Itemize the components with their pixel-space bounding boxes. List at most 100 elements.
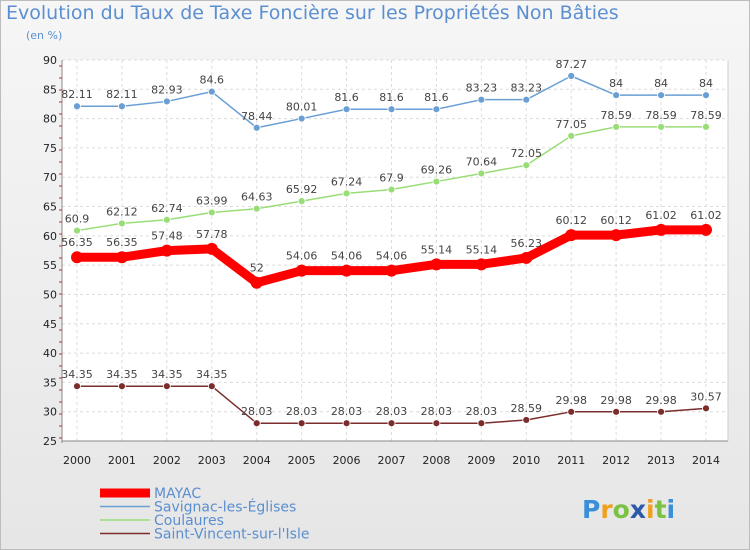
- data-label: 55.14: [466, 243, 498, 256]
- brand-letter: i: [646, 495, 655, 524]
- data-point: [252, 123, 261, 132]
- y-tick-label: 80: [43, 113, 57, 126]
- chart-title: Evolution du Taux de Taxe Foncière sur l…: [6, 2, 619, 24]
- data-point: [432, 177, 441, 186]
- data-label: 60.12: [600, 214, 632, 227]
- data-point: [118, 102, 126, 111]
- data-label: 84: [654, 77, 668, 90]
- data-label: 34.35: [61, 368, 93, 381]
- data-label: 57.48: [151, 230, 183, 243]
- data-point: [252, 419, 261, 428]
- data-point: [207, 382, 216, 391]
- data-point: [655, 223, 668, 236]
- data-point: [295, 264, 308, 277]
- legend-entry: Coulaures: [154, 513, 224, 529]
- data-label: 52: [250, 262, 264, 275]
- y-tick-label: 65: [43, 201, 57, 214]
- data-point: [432, 105, 441, 114]
- data-point: [162, 97, 171, 106]
- y-axis-unit-label: (en %): [26, 29, 63, 42]
- data-label: 56.23: [511, 237, 543, 250]
- x-tick-label: 2002: [153, 454, 181, 467]
- data-point: [162, 382, 171, 391]
- data-label: 55.14: [421, 243, 453, 256]
- data-label: 28.03: [376, 405, 408, 418]
- y-tick-label: 30: [43, 406, 57, 419]
- data-point: [162, 215, 171, 224]
- data-point: [73, 382, 81, 391]
- data-point: [118, 219, 126, 228]
- data-point: [612, 91, 621, 100]
- data-label: 28.03: [466, 405, 498, 418]
- data-point: [477, 169, 486, 178]
- data-label: 54.06: [331, 250, 363, 263]
- x-tick-label: 2010: [512, 454, 540, 467]
- data-label: 54.06: [286, 250, 318, 263]
- data-label: 54.06: [376, 250, 408, 263]
- data-point: [657, 91, 665, 100]
- legend-entry: MAYAC: [154, 486, 201, 502]
- legend-entry: Savignac-les-Églises: [154, 499, 296, 516]
- data-point: [71, 251, 83, 264]
- y-tick-label: 60: [43, 230, 57, 243]
- data-point: [73, 226, 81, 235]
- data-label: 56.35: [106, 236, 138, 249]
- data-label: 61.02: [690, 209, 722, 222]
- data-point: [567, 407, 576, 416]
- data-label: 84: [699, 77, 713, 90]
- legend-entry: Saint-Vincent-sur-l'Isle: [154, 527, 309, 543]
- data-label: 29.98: [555, 394, 587, 407]
- x-tick-label: 2006: [333, 454, 361, 467]
- data-label: 81.6: [334, 91, 359, 104]
- data-point: [612, 122, 621, 131]
- data-label: 67.24: [331, 175, 363, 188]
- data-label: 60.12: [555, 214, 587, 227]
- brand-letter: o: [613, 495, 630, 524]
- data-point: [657, 407, 665, 416]
- data-point: [252, 204, 261, 213]
- data-point: [205, 242, 218, 255]
- data-point: [700, 223, 712, 236]
- data-point: [250, 276, 263, 289]
- x-tick-label: 2001: [108, 454, 136, 467]
- data-label: 28.03: [241, 405, 273, 418]
- data-point: [522, 95, 531, 104]
- data-point: [610, 229, 623, 242]
- data-point: [520, 251, 533, 264]
- data-label: 65.92: [286, 183, 318, 196]
- x-tick-label: 2000: [63, 454, 91, 467]
- data-point: [567, 72, 576, 80]
- data-point: [297, 114, 306, 123]
- y-tick-label: 25: [43, 435, 57, 448]
- data-point: [115, 251, 128, 264]
- data-label: 84.6: [200, 74, 225, 87]
- data-point: [118, 382, 126, 391]
- x-tick-label: 2013: [647, 454, 675, 467]
- y-tick-label: 35: [43, 376, 57, 389]
- data-label: 57.78: [196, 228, 228, 241]
- data-label: 62.74: [151, 202, 183, 215]
- brand-letter: P: [582, 495, 600, 524]
- brand-letter: i: [667, 495, 676, 524]
- brand-logo: Proxiti: [582, 495, 675, 524]
- data-label: 28.03: [421, 405, 453, 418]
- data-label: 34.35: [151, 368, 183, 381]
- y-tick-label: 70: [43, 171, 57, 184]
- data-point: [702, 91, 710, 100]
- data-point: [160, 244, 173, 257]
- x-tick-label: 2007: [378, 454, 406, 467]
- x-tick-label: 2003: [198, 454, 226, 467]
- data-point: [340, 264, 353, 277]
- data-label: 77.05: [555, 118, 587, 131]
- data-point: [565, 229, 578, 242]
- data-label: 83.23: [466, 82, 498, 95]
- data-label: 80.01: [286, 101, 318, 114]
- data-point: [702, 122, 710, 131]
- brand-letter: t: [655, 495, 667, 524]
- data-label: 82.11: [61, 88, 93, 101]
- data-point: [612, 407, 621, 416]
- data-label: 82.93: [151, 83, 183, 96]
- y-tick-label: 45: [43, 318, 57, 331]
- brand-letter: r: [600, 495, 613, 524]
